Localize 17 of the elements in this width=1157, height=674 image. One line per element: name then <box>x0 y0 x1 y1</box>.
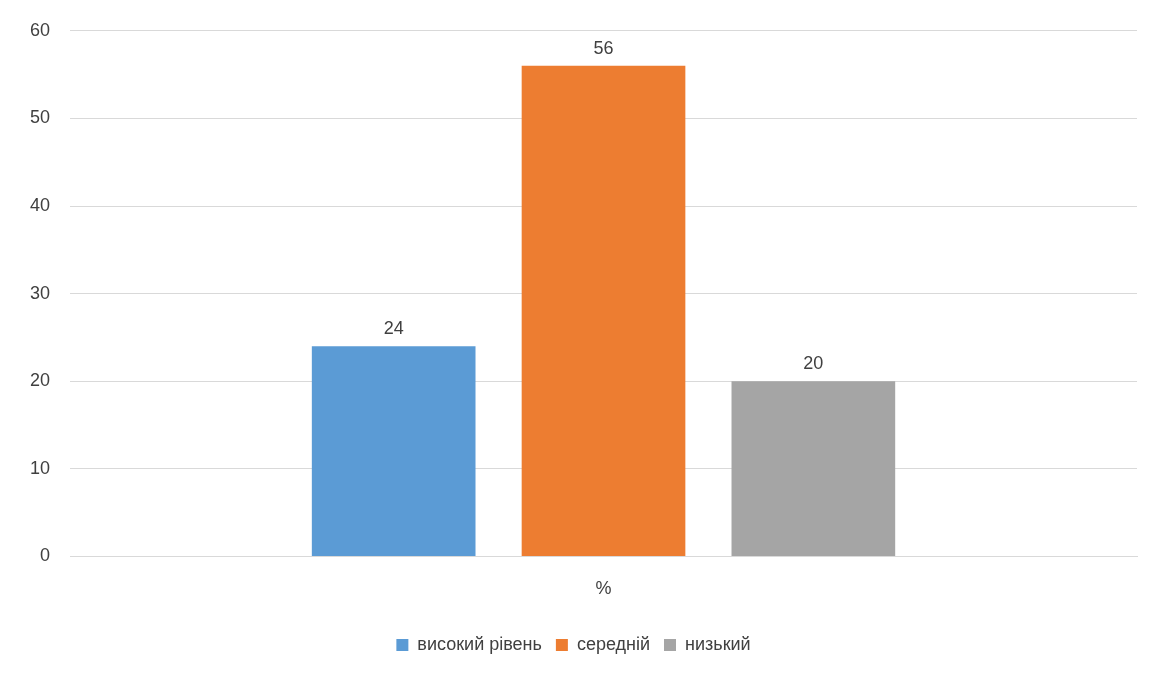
y-tick-label: 40 <box>29 194 51 215</box>
x-tick-label: % <box>595 578 612 599</box>
bar <box>311 346 476 556</box>
data-label: 20 <box>803 353 824 374</box>
legend-label: низький <box>685 633 751 654</box>
y-tick-label: 30 <box>29 282 51 303</box>
y-tick-label: 10 <box>29 457 51 478</box>
y-tick-label: 50 <box>29 107 51 128</box>
bar <box>731 381 896 556</box>
y-tick-label: 60 <box>29 19 51 40</box>
y-tick-label: 20 <box>29 370 51 391</box>
legend-label: високий рівень <box>417 633 542 654</box>
data-label: 56 <box>593 37 614 58</box>
legend-label: середній <box>576 633 651 654</box>
y-tick-label: 0 <box>40 545 51 566</box>
data-label: 24 <box>383 318 404 339</box>
bar <box>521 65 686 556</box>
